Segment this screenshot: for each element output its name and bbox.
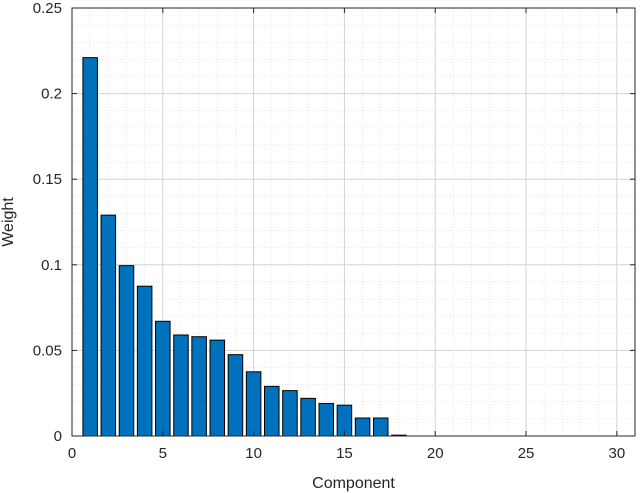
x-axis-label: Component — [312, 475, 395, 492]
y-tick-label: 0.2 — [41, 86, 62, 103]
x-tick-label: 30 — [608, 445, 625, 462]
bar — [100, 214, 117, 437]
plot-frame — [71, 7, 636, 437]
bars — [82, 57, 407, 437]
y-tick-label: 0 — [54, 428, 62, 445]
x-tick-label: 5 — [159, 445, 167, 462]
bar — [245, 371, 262, 437]
bar — [191, 336, 207, 437]
bar — [173, 334, 189, 437]
y-tick-label: 0.05 — [33, 342, 62, 359]
bar — [118, 265, 135, 437]
y-tick-label: 0.25 — [33, 0, 62, 17]
y-tick-label: 0.1 — [41, 257, 62, 274]
bar — [300, 397, 316, 437]
bar — [318, 402, 335, 437]
y-tick-labels: 0 0.05 0.1 0.15 0.2 0.25 — [33, 0, 62, 445]
x-tick-labels: 0 5 10 15 20 25 30 — [68, 445, 625, 462]
y-tick-label: 0.15 — [33, 171, 62, 188]
x-tick-label: 15 — [336, 445, 353, 462]
bar — [209, 339, 226, 437]
y-axis-label: Weight — [0, 197, 17, 247]
x-tick-label: 20 — [427, 445, 444, 462]
ticks — [71, 7, 635, 437]
bar — [227, 354, 244, 437]
bar — [136, 285, 153, 437]
x-tick-label: 0 — [68, 445, 76, 462]
bar — [372, 417, 389, 437]
bar — [282, 390, 298, 437]
bar — [354, 417, 371, 437]
bar — [155, 320, 171, 437]
x-tick-label: 10 — [245, 445, 262, 462]
x-tick-label: 25 — [518, 445, 535, 462]
bar — [264, 385, 280, 437]
bar — [82, 57, 98, 437]
